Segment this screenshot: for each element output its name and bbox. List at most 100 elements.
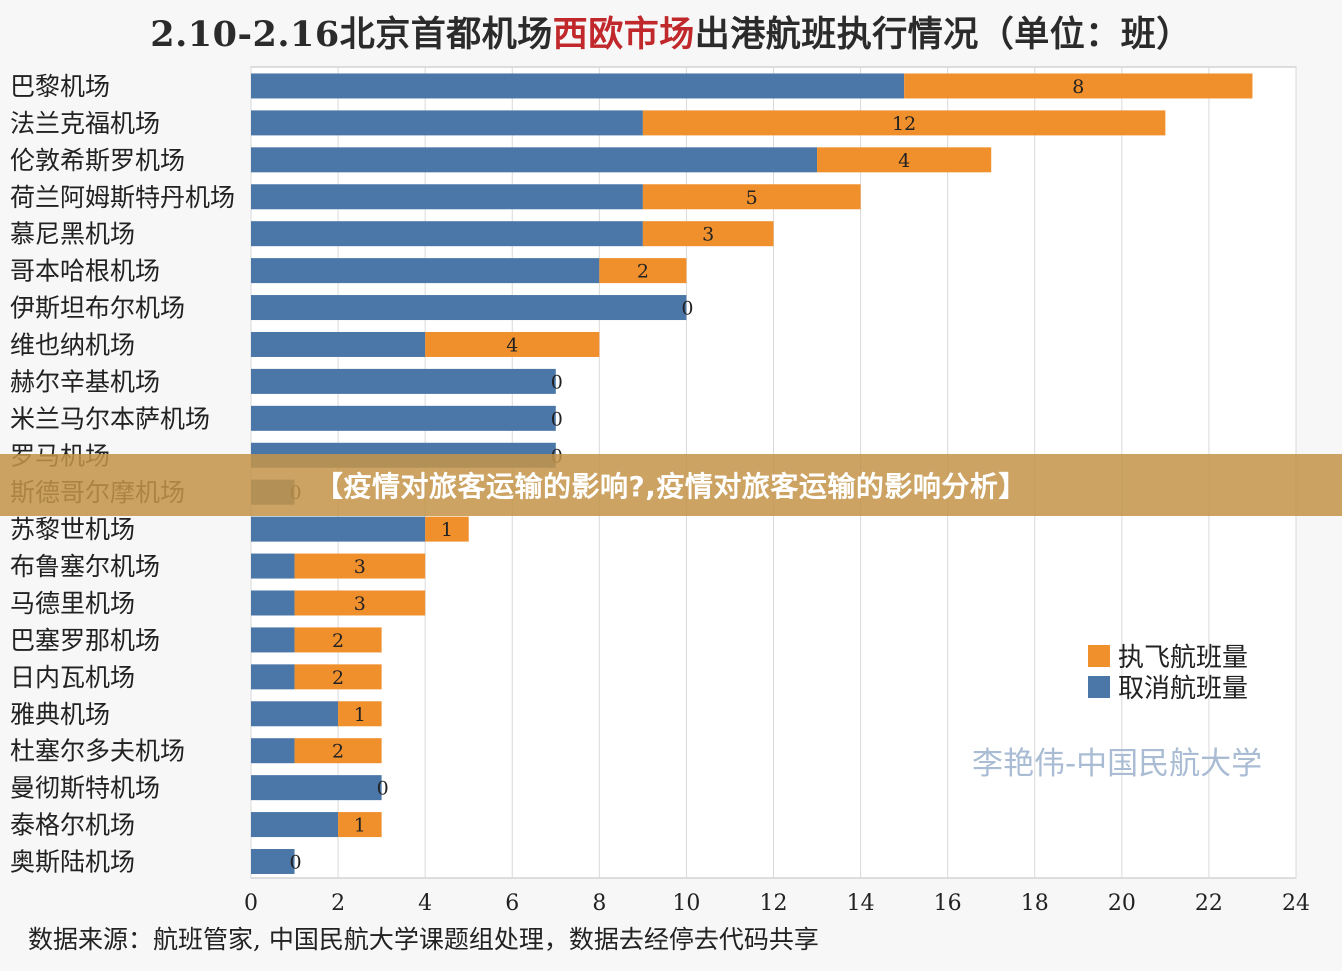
- legend-label-cancelled: 取消航班量: [1118, 674, 1249, 704]
- data-label-executed: 1: [354, 704, 366, 726]
- legend-item-executed: 执飞航班量: [1088, 640, 1249, 673]
- bar-cancelled: [251, 812, 339, 838]
- bar-cancelled: [251, 184, 643, 210]
- title-highlight: 西欧市场: [552, 14, 695, 55]
- category-label: 伦敦希斯罗机场: [10, 146, 185, 175]
- category-label: 苏黎世机场: [10, 515, 135, 544]
- title-part1: 2.10-2.16北京首都机场: [150, 14, 553, 55]
- x-tick-label: 22: [1195, 891, 1223, 916]
- category-label: 维也纳机场: [10, 330, 135, 359]
- data-label-executed: 3: [354, 556, 366, 578]
- watermark: 李艳伟-中国民航大学: [972, 746, 1263, 782]
- bar-executed: [294, 590, 426, 616]
- category-label: 赫尔辛基机场: [10, 367, 160, 396]
- category-label: 慕尼黑机场: [10, 220, 135, 249]
- category-label: 曼彻斯特机场: [10, 774, 160, 803]
- bar-cancelled: [251, 701, 339, 727]
- data-label-executed: 0: [377, 778, 389, 800]
- category-label: 法兰克福机场: [10, 109, 160, 138]
- data-label-executed: 8: [1072, 76, 1084, 98]
- bar-executed: [294, 664, 382, 690]
- chart-title: 2.10-2.16北京首都机场西欧市场出港航班执行情况（单位：班）: [0, 6, 1342, 57]
- data-label-executed: 2: [332, 741, 344, 763]
- bar-cancelled: [251, 848, 295, 874]
- data-label-executed: 5: [746, 187, 758, 209]
- x-tick-label: 14: [847, 891, 875, 916]
- category-label: 巴塞罗那机场: [10, 626, 160, 655]
- category-label: 荷兰阿姆斯特丹机场: [10, 183, 235, 212]
- article-banner: 【疫情对旅客运输的影响?,疫情对旅客运输的影响分析】: [0, 454, 1342, 516]
- bar-cancelled: [251, 405, 556, 431]
- bar-executed: [642, 110, 1166, 136]
- data-label-executed: 12: [892, 113, 916, 135]
- x-tick-label: 4: [418, 891, 432, 916]
- data-label-executed: 0: [551, 371, 563, 393]
- banner-text: 【疫情对旅客运输的影响?,疫情对旅客运输的影响分析】: [315, 470, 1027, 503]
- category-label: 米兰马尔本萨机场: [10, 404, 210, 433]
- bar-cancelled: [251, 516, 426, 542]
- legend-swatch-cancelled: [1088, 675, 1110, 698]
- bar-cancelled: [251, 738, 295, 764]
- x-tick-label: 16: [934, 891, 962, 916]
- data-label-executed: 3: [702, 224, 714, 246]
- bar-cancelled: [251, 147, 818, 173]
- category-label: 马德里机场: [10, 589, 135, 618]
- bar-cancelled: [251, 295, 687, 321]
- bar-cancelled: [251, 553, 295, 579]
- x-tick-label: 0: [244, 891, 258, 916]
- category-label: 哥本哈根机场: [10, 257, 160, 286]
- data-label-executed: 2: [332, 630, 344, 652]
- bar-cancelled: [251, 73, 905, 99]
- category-label: 巴黎机场: [10, 72, 110, 101]
- data-label-executed: 4: [898, 150, 910, 172]
- data-source-note: 数据来源：航班管家, 中国民航大学课题组处理，数据去经停去代码共享: [28, 925, 819, 954]
- data-label-executed: 0: [681, 298, 693, 320]
- bar-executed: [338, 701, 382, 727]
- category-label: 伊斯坦布尔机场: [10, 294, 185, 323]
- bar-cancelled: [251, 110, 643, 136]
- bar-cancelled: [251, 775, 382, 801]
- bar-executed: [294, 553, 426, 579]
- bar-executed: [642, 221, 774, 247]
- bar-cancelled: [251, 664, 295, 690]
- data-label-executed: 0: [289, 851, 301, 873]
- data-label-executed: 2: [637, 261, 649, 283]
- bar-executed: [599, 258, 687, 284]
- bar-executed: [904, 73, 1253, 99]
- x-tick-label: 24: [1282, 891, 1310, 916]
- bar-executed: [294, 627, 382, 653]
- x-tick-label: 12: [760, 891, 788, 916]
- bar-cancelled: [251, 258, 600, 284]
- bar-executed: [294, 738, 382, 764]
- data-label-executed: 1: [354, 815, 366, 837]
- x-tick-label: 18: [1021, 891, 1049, 916]
- data-label-executed: 4: [506, 334, 518, 356]
- bar-executed: [817, 147, 992, 173]
- legend-swatch-executed: [1088, 644, 1110, 667]
- bar-cancelled: [251, 368, 556, 394]
- x-tick-label: 20: [1108, 891, 1136, 916]
- data-label-executed: 1: [441, 519, 453, 541]
- x-tick-label: 10: [672, 891, 700, 916]
- data-label-executed: 0: [551, 408, 563, 430]
- category-label: 泰格尔机场: [10, 811, 135, 840]
- bar-cancelled: [251, 221, 643, 247]
- x-tick-label: 2: [331, 891, 345, 916]
- bar-executed: [642, 184, 861, 210]
- bar-cancelled: [251, 627, 295, 653]
- title-part2: 出港航班执行情况（单位：班）: [694, 14, 1192, 55]
- bar-executed: [425, 516, 469, 542]
- category-label: 奥斯陆机场: [10, 847, 135, 876]
- category-label: 杜塞尔多夫机场: [10, 737, 185, 766]
- bar-cancelled: [251, 590, 295, 616]
- bar-executed: [425, 331, 600, 357]
- data-label-executed: 3: [354, 593, 366, 615]
- legend-item-cancelled: 取消航班量: [1088, 671, 1249, 704]
- category-label: 日内瓦机场: [10, 663, 135, 692]
- legend-label-executed: 执飞航班量: [1118, 643, 1249, 673]
- legend: 执飞航班量 取消航班量: [1088, 640, 1249, 704]
- x-tick-label: 6: [505, 891, 519, 916]
- category-label: 雅典机场: [10, 700, 110, 729]
- category-label: 布鲁塞尔机场: [10, 552, 160, 581]
- x-tick-label: 8: [592, 891, 606, 916]
